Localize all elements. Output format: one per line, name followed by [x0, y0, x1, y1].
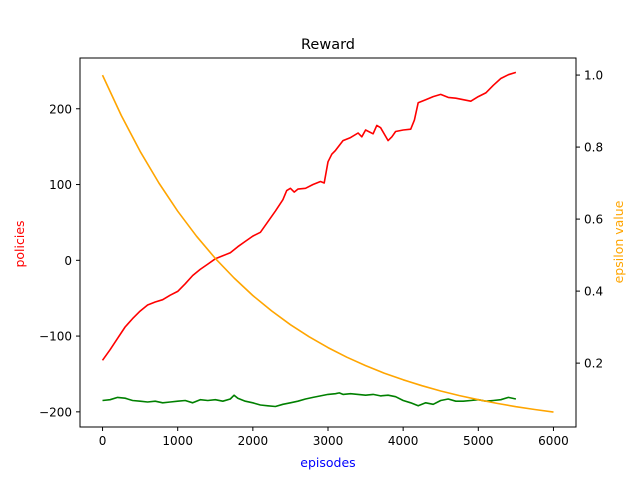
- x-tick-label: 6000: [538, 434, 569, 448]
- x-axis-label: episodes: [300, 455, 355, 470]
- y-axis-right-ticks: 0.2 0.4 0.6 0.8 1.0: [576, 69, 603, 371]
- y2-tick-label: 0.4: [584, 285, 603, 299]
- y-axis-left-ticks: −200 −100 0 100 200: [39, 102, 80, 419]
- y2-tick-label: 0.6: [584, 213, 603, 227]
- reward-line: [101, 71, 517, 361]
- y-tick-label: 100: [49, 178, 72, 192]
- x-tick-label: 4000: [388, 434, 419, 448]
- y-axis-left-label: policies: [12, 220, 27, 267]
- chart-title: Reward: [301, 37, 355, 53]
- y-tick-label: −200: [39, 405, 72, 419]
- x-tick-label: 0: [99, 434, 107, 448]
- y-tick-label: −100: [39, 330, 72, 344]
- y-tick-label: 200: [49, 102, 72, 116]
- baseline-line: [102, 392, 517, 408]
- y2-tick-label: 1.0: [584, 69, 603, 83]
- x-axis-ticks: 0 1000 2000 3000 4000 5000 6000: [99, 427, 569, 448]
- epsilon-line: [101, 74, 554, 413]
- series-layer: [101, 71, 554, 413]
- x-tick-label: 1000: [162, 434, 193, 448]
- y-axis-right-label: epsilon value: [611, 200, 626, 283]
- x-tick-label: 3000: [313, 434, 344, 448]
- y2-tick-label: 0.8: [584, 141, 603, 155]
- y-tick-label: 0: [64, 254, 72, 268]
- x-tick-label: 5000: [463, 434, 494, 448]
- plot-frame: [79, 57, 577, 428]
- x-tick-label: 2000: [238, 434, 269, 448]
- y2-tick-label: 0.2: [584, 357, 603, 371]
